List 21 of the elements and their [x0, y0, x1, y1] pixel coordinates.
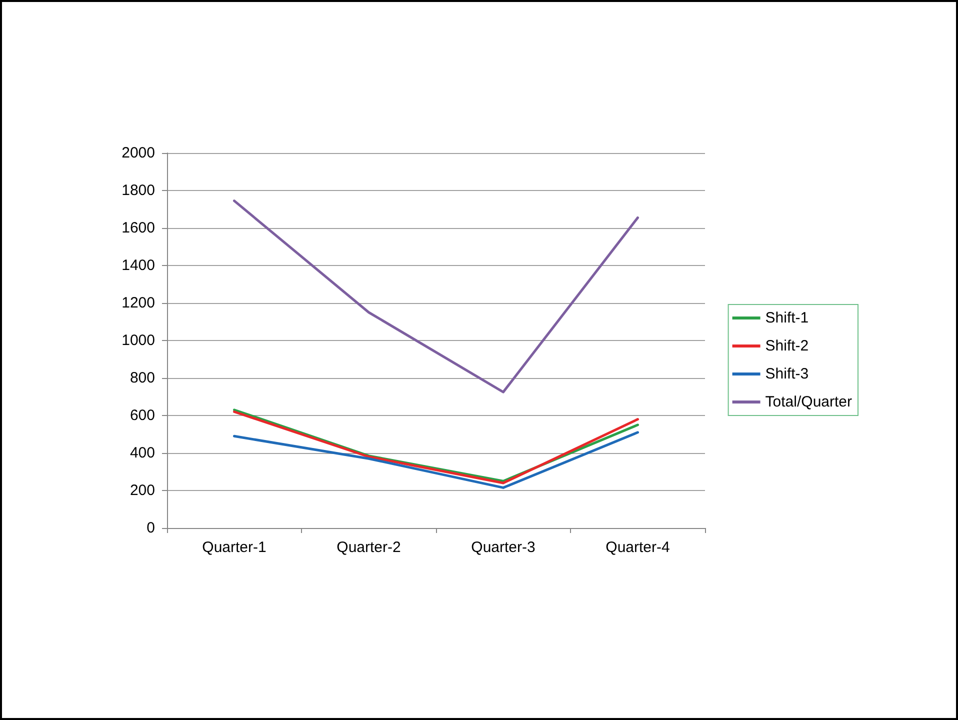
y-tick-label: 2000 — [122, 144, 155, 162]
legend-label: Shift-3 — [765, 366, 809, 382]
x-tick-label: Quarter-2 — [336, 539, 401, 556]
y-tick-label: 1800 — [122, 182, 155, 199]
y-tick-label: 800 — [130, 370, 155, 386]
x-tick-label: Quarter-3 — [471, 539, 536, 556]
y-tick-label: 200 — [130, 482, 155, 499]
y-tick-label: 1400 — [122, 257, 155, 274]
x-tick-label: Quarter-4 — [606, 539, 670, 556]
legend-label: Total/Quarter — [765, 394, 852, 410]
x-tick-label: Quarter-1 — [202, 539, 266, 556]
line-series — [233, 200, 639, 394]
legend-label: Shift-2 — [765, 338, 809, 354]
y-tick-label: 1200 — [122, 294, 155, 312]
y-tick-label: 1000 — [122, 332, 155, 349]
y-tick-label: 600 — [130, 407, 155, 424]
y-tick-label: 0 — [146, 520, 155, 536]
legend-label: Shift-1 — [765, 310, 809, 326]
y-tick-label: 1600 — [122, 220, 155, 236]
y-tick-label: 400 — [130, 444, 155, 462]
line-series — [233, 431, 639, 489]
